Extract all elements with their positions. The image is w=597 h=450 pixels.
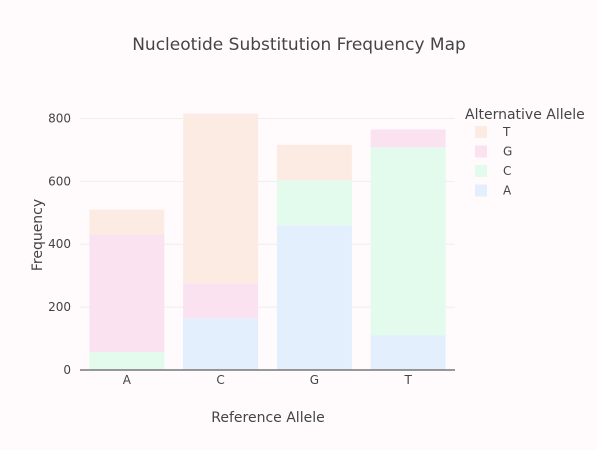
legend-swatch-G <box>475 145 487 158</box>
y-tick-label: 400 <box>48 237 71 251</box>
bar-G-C <box>276 180 352 226</box>
bar-G-T <box>276 144 352 181</box>
bar-T-A <box>370 335 446 370</box>
bar-C-T <box>183 113 259 284</box>
x-tick-label: C <box>216 373 224 387</box>
y-tick-label: 600 <box>48 174 71 188</box>
bars <box>89 113 446 370</box>
x-tick-label: G <box>310 373 319 387</box>
axes: 0 200 400 600 800 A C G T <box>48 111 455 387</box>
bar-C-G <box>183 283 259 319</box>
y-tick-label: 0 <box>63 363 71 377</box>
y-axis-title: Frequency <box>30 199 46 271</box>
bar-T-G <box>370 129 446 148</box>
legend-label-T: T <box>502 125 511 139</box>
legend-label-A: A <box>503 184 512 198</box>
bar-T-C <box>370 147 446 336</box>
y-tick-label: 800 <box>48 111 71 125</box>
bar-A-C <box>89 352 165 370</box>
y-tick-label: 200 <box>48 300 71 314</box>
legend-label-G: G <box>503 145 512 159</box>
bar-A-T <box>89 209 165 235</box>
legend-title: Alternative Allele <box>465 107 585 123</box>
legend-swatch-C <box>475 165 487 177</box>
legend-label-C: C <box>503 164 511 178</box>
x-tick-label: A <box>123 373 132 387</box>
bar-G-A <box>276 225 352 370</box>
chart-title: Nucleotide Substitution Frequency Map <box>132 35 466 55</box>
bar-A-G <box>89 234 165 353</box>
x-axis-title: Reference Allele <box>211 410 324 426</box>
x-tick-label: T <box>403 373 412 387</box>
legend-swatch-A <box>475 184 487 197</box>
bar-C-A <box>183 318 259 370</box>
legend-swatch-T <box>475 126 487 138</box>
